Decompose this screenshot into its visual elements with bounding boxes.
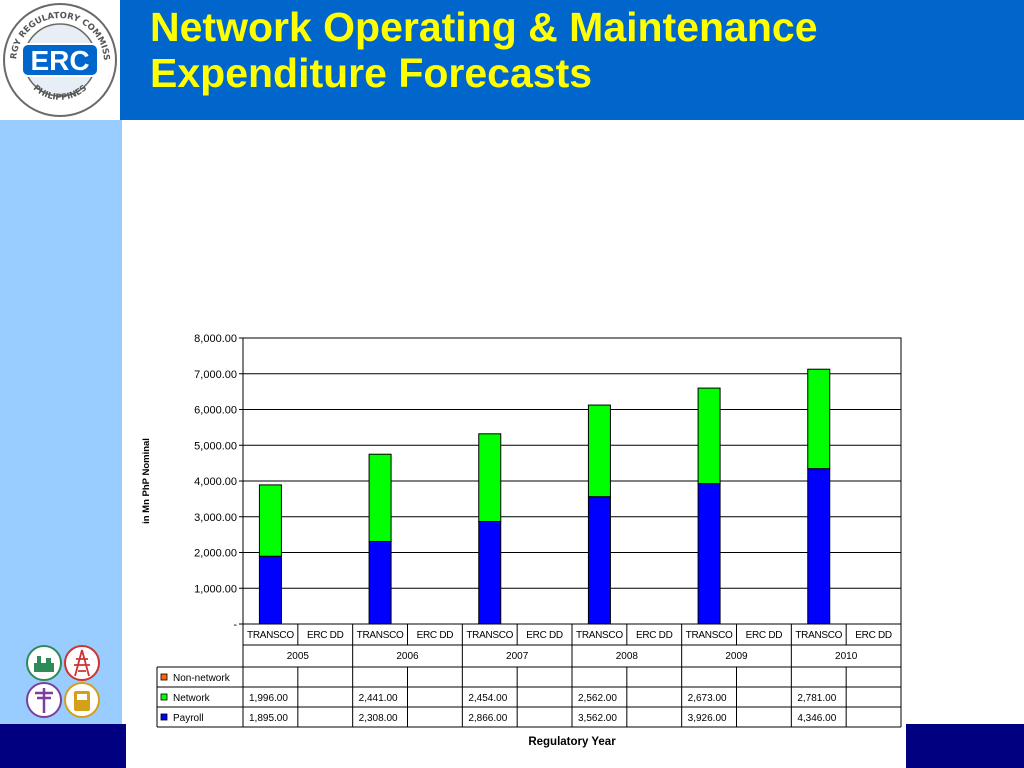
legend-swatch	[160, 693, 168, 701]
x-subcategory-label: TRANSCO	[466, 630, 513, 641]
bar-network	[807, 368, 831, 470]
x-subcategory-label: ERC DD	[636, 630, 673, 641]
data-table-value: 2,562.00	[578, 693, 617, 704]
x-subcategory-label: TRANSCO	[686, 630, 733, 641]
legend-swatch	[160, 713, 168, 721]
data-table-value: 2,866.00	[468, 713, 507, 724]
transmission-tower-icon	[64, 645, 100, 686]
bar-network	[697, 387, 721, 485]
footer-bar-left	[0, 724, 126, 768]
y-tick-label: 2,000.00	[194, 548, 237, 560]
legend-label: Non-network	[173, 673, 231, 684]
footer-bar-right	[906, 724, 1024, 768]
x-subcategory-label: ERC DD	[526, 630, 563, 641]
y-axis-label: in Mn PhP Nominal	[141, 438, 152, 524]
x-subcategory-label: TRANSCO	[247, 630, 294, 641]
data-table-value: 3,926.00	[688, 713, 727, 724]
substation-icon	[26, 645, 62, 686]
slide-title-line-2: Expenditure Forecasts	[150, 50, 593, 96]
data-table-value: 3,562.00	[578, 713, 617, 724]
bar-network	[258, 484, 282, 557]
meter-icon	[64, 682, 100, 723]
x-subcategory-label: TRANSCO	[795, 630, 842, 641]
x-year-label: 2005	[287, 651, 310, 662]
x-year-label: 2007	[506, 651, 529, 662]
erc-seal-icon: ENERGY REGULATORY COMMISSION PHILIPPINES…	[0, 0, 117, 117]
y-tick-label: 4,000.00	[194, 476, 237, 488]
data-table-value: 1,895.00	[249, 713, 288, 724]
bar-network	[368, 453, 392, 542]
x-subcategory-label: ERC DD	[307, 630, 344, 641]
x-year-label: 2010	[835, 651, 858, 662]
legend-label: Payroll	[173, 713, 204, 724]
x-axis-label: Regulatory Year	[528, 736, 616, 748]
bar-network	[587, 404, 611, 498]
x-year-label: 2008	[616, 651, 639, 662]
y-tick-label: 8,000.00	[194, 333, 237, 345]
erc-logo: ENERGY REGULATORY COMMISSION PHILIPPINES…	[0, 0, 120, 120]
x-year-label: 2006	[396, 651, 419, 662]
y-tick-label: 7,000.00	[194, 369, 237, 381]
y-tick-label: 5,000.00	[194, 440, 237, 452]
y-tick-label: 6,000.00	[194, 405, 237, 417]
bar-payroll	[807, 468, 831, 625]
slide-title: Network Operating & Maintenance Expendit…	[150, 4, 818, 96]
bar-payroll	[587, 496, 611, 625]
x-year-label: 2009	[725, 651, 748, 662]
y-tick-label: 3,000.00	[194, 512, 237, 524]
x-subcategory-label: ERC DD	[417, 630, 454, 641]
legend-swatch	[160, 673, 168, 681]
bar-payroll	[478, 521, 502, 625]
x-subcategory-label: ERC DD	[746, 630, 783, 641]
bar-network	[478, 433, 502, 523]
data-table-value: 1,996.00	[249, 693, 288, 704]
y-tick-label: 1,000.00	[194, 583, 237, 595]
bar-payroll	[368, 540, 392, 625]
x-subcategory-label: ERC DD	[855, 630, 892, 641]
slide-title-line-1: Network Operating & Maintenance	[150, 4, 818, 50]
legend-label: Network	[173, 693, 211, 704]
data-table-value: 2,441.00	[359, 693, 398, 704]
data-table-value: 4,346.00	[797, 713, 836, 724]
bar-payroll	[697, 483, 721, 625]
data-table-value: 2,781.00	[797, 693, 836, 704]
x-subcategory-label: TRANSCO	[357, 630, 404, 641]
header-bar	[0, 0, 1024, 120]
logo-text: ERC	[30, 45, 89, 76]
data-table-value: 2,308.00	[359, 713, 398, 724]
utility-pole-icon	[26, 682, 62, 723]
x-subcategory-label: TRANSCO	[576, 630, 623, 641]
data-table-value: 2,454.00	[468, 693, 507, 704]
data-table-value: 2,673.00	[688, 693, 727, 704]
y-tick-label: -	[233, 619, 237, 631]
bar-payroll	[258, 555, 282, 625]
